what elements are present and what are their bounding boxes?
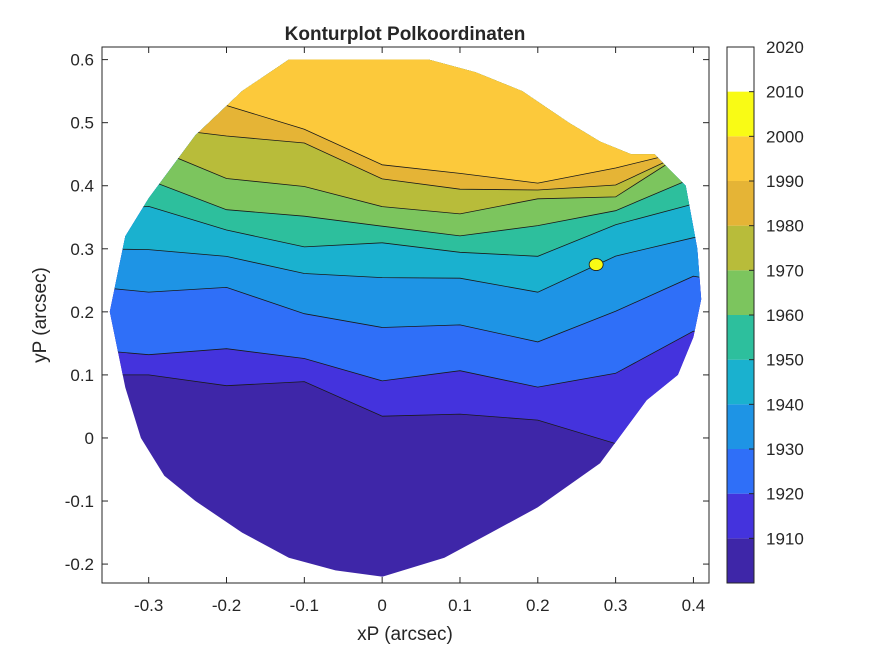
colorbar-swatch-1980	[727, 181, 754, 226]
y-axis: -0.2 -0.1 0 0.1 0.2 0.3 0.4 0.5 0.6	[65, 51, 709, 574]
colorbar-swatch-1940	[727, 359, 754, 405]
colorbar-swatch-1930	[727, 404, 754, 449]
y-tick-label: 0	[85, 429, 94, 448]
colorbar-tick-label: 2020	[766, 38, 804, 57]
colorbar-tick-label: 1910	[766, 529, 804, 548]
contour-band-2010	[588, 258, 604, 271]
x-axis-label: xP (arcsec)	[357, 624, 453, 645]
x-tick-label: 0	[377, 596, 386, 615]
y-tick-label: 0.6	[70, 51, 94, 70]
colorbar-tick-label: 1930	[766, 440, 804, 459]
colorbar-tick-label: 1920	[766, 485, 804, 504]
colorbar-swatch-1950	[727, 315, 754, 360]
y-tick-label: -0.2	[65, 555, 94, 574]
x-tick-label: 0.1	[448, 596, 472, 615]
colorbar-swatch-1900	[727, 538, 754, 583]
colorbar-swatch-2000	[727, 91, 754, 137]
colorbar-tick-label: 1940	[766, 395, 804, 414]
colorbar-swatches	[727, 91, 754, 583]
x-tick-label: 0.2	[526, 596, 550, 615]
colorbar-swatch-1920	[727, 449, 754, 494]
y-tick-label: 0.4	[70, 177, 94, 196]
colorbar-tick-label: 1990	[766, 172, 804, 191]
y-tick-label: 0.1	[70, 366, 94, 385]
colorbar-swatch-1910	[727, 493, 754, 539]
colorbar-swatch-1990	[727, 136, 754, 181]
y-tick-label: 0.2	[70, 303, 94, 322]
x-tick-label: -0.3	[134, 596, 163, 615]
y-axis-label: yP (arcsec)	[30, 267, 51, 363]
colorbar-swatch-1970	[727, 225, 754, 271]
chart-title: Konturplot Polkoordinaten	[285, 24, 526, 45]
y-tick-label: -0.1	[65, 492, 94, 511]
colorbar-swatch-1960	[727, 270, 754, 315]
colorbar: 1910 1920 1930 1940 1950 1960 1970 1980 1990 2000…	[726, 38, 804, 584]
axes-box	[101, 46, 710, 584]
x-tick-label: 0.3	[604, 596, 628, 615]
y-tick-label: 0.3	[70, 240, 94, 259]
plot-area: -0.3 -0.2 -0.1 0 0.1 0.2 0.3 0.4 -0.2 -0.1 0 0.1 0.…	[65, 46, 710, 615]
y-tick-label: 0.5	[70, 114, 94, 133]
x-axis: -0.3 -0.2 -0.1 0 0.1 0.2 0.3 0.4	[134, 47, 705, 615]
colorbar-ticks: 1910 1920 1930 1940 1950 1960 1970 1980 1990 2000…	[749, 38, 804, 548]
x-tick-label: -0.2	[212, 596, 241, 615]
colorbar-tick-label: 2010	[766, 83, 804, 102]
colorbar-tick-label: 1950	[766, 351, 804, 370]
x-tick-label: -0.1	[290, 596, 319, 615]
x-tick-label: 0.4	[682, 596, 706, 615]
colorbar-tick-label: 1980	[766, 217, 804, 236]
colorbar-tick-label: 1960	[766, 306, 804, 325]
colorbar-tick-label: 2000	[766, 127, 804, 146]
colorbar-tick-label: 1970	[766, 261, 804, 280]
